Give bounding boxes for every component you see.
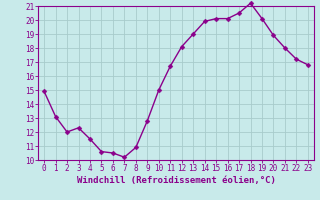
X-axis label: Windchill (Refroidissement éolien,°C): Windchill (Refroidissement éolien,°C): [76, 176, 276, 185]
